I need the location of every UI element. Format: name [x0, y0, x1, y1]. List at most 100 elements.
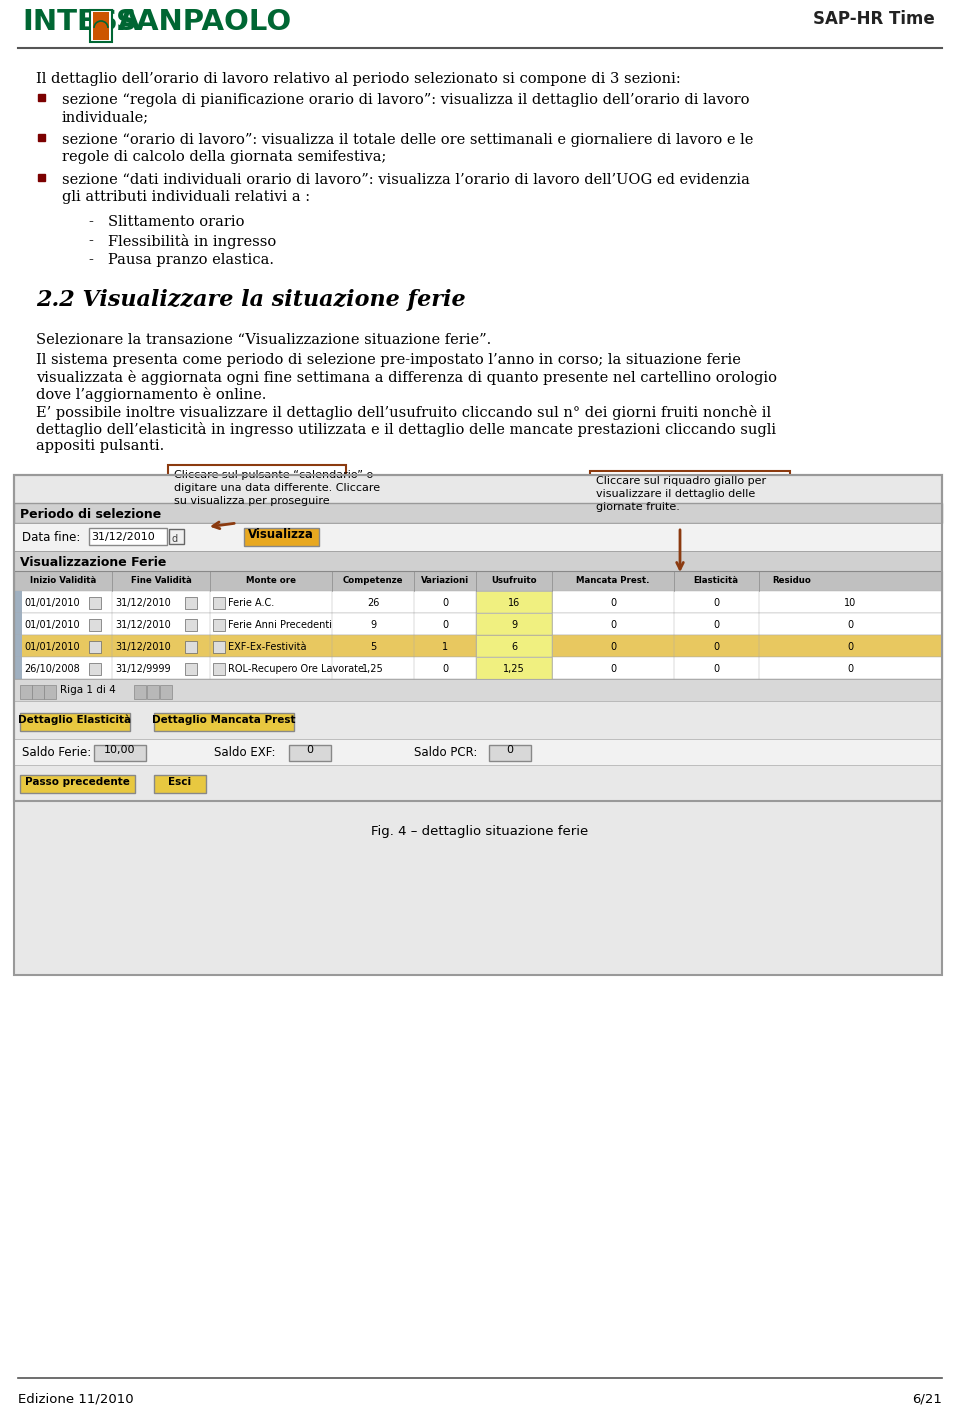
Text: Residuo: Residuo: [773, 576, 811, 585]
Text: SANPAOLO: SANPAOLO: [116, 8, 292, 37]
Bar: [244, 528, 319, 547]
Text: Ferie A.C.: Ferie A.C.: [228, 597, 275, 609]
Text: 0: 0: [610, 664, 616, 674]
Bar: [20, 713, 130, 731]
Text: 9: 9: [511, 620, 517, 630]
Text: ROL-Recupero Ore Lavorate: ROL-Recupero Ore Lavorate: [228, 664, 364, 674]
Text: Variazioni: Variazioni: [420, 576, 469, 585]
Text: -: -: [88, 216, 93, 230]
Text: 31/12/9999: 31/12/9999: [115, 664, 171, 674]
Bar: [89, 619, 101, 631]
Text: 9: 9: [370, 620, 376, 630]
Bar: [14, 475, 942, 800]
Text: 0: 0: [713, 620, 719, 630]
Bar: [14, 635, 22, 657]
Bar: [14, 475, 942, 800]
Bar: [160, 685, 172, 699]
Text: -: -: [88, 254, 93, 266]
Bar: [38, 94, 45, 101]
Bar: [14, 613, 942, 635]
Text: EXF-Ex-Festività: EXF-Ex-Festività: [228, 643, 306, 652]
Text: 0: 0: [610, 643, 616, 652]
Text: sezione “regola di pianificazione orario di lavoro”: visualizza il dettaglio del: sezione “regola di pianificazione orario…: [62, 93, 750, 107]
Bar: [14, 590, 942, 613]
Bar: [89, 641, 101, 652]
Text: Slittamento orario: Slittamento orario: [108, 216, 245, 230]
Text: 0: 0: [847, 664, 853, 674]
Text: Riga 1 di 4: Riga 1 di 4: [60, 685, 116, 695]
Text: Dettaglio Elasticità: Dettaglio Elasticità: [18, 714, 132, 726]
Text: individuale;: individuale;: [62, 110, 149, 124]
Text: 0: 0: [442, 620, 448, 630]
Text: 6: 6: [511, 643, 517, 652]
Bar: [147, 685, 159, 699]
Bar: [90, 10, 112, 42]
Text: Inizio Validità: Inizio Validità: [30, 576, 96, 585]
Bar: [213, 619, 225, 631]
Bar: [38, 173, 45, 180]
Bar: [89, 664, 101, 675]
Text: d: d: [171, 534, 178, 544]
Text: Saldo Ferie:: Saldo Ferie:: [22, 745, 91, 759]
Text: Usufruito: Usufruito: [492, 576, 537, 585]
Text: dove l’aggiornamento è online.: dove l’aggiornamento è online.: [36, 387, 266, 402]
Text: Data fine:: Data fine:: [22, 531, 81, 544]
Text: Ferie Anni Precedenti: Ferie Anni Precedenti: [228, 620, 332, 630]
Bar: [154, 713, 294, 731]
Text: Visualizzazione Ferie: Visualizzazione Ferie: [20, 557, 166, 569]
Text: Competenze: Competenze: [343, 576, 403, 585]
Bar: [14, 635, 942, 657]
Bar: [476, 590, 552, 613]
Text: 1,25: 1,25: [362, 664, 384, 674]
Text: Dettaglio Mancata Prest: Dettaglio Mancata Prest: [153, 714, 296, 726]
Bar: [476, 635, 552, 657]
Text: Mancata Prest.: Mancata Prest.: [576, 576, 650, 585]
Bar: [476, 613, 552, 635]
Text: Passo precedente: Passo precedente: [25, 776, 130, 788]
Bar: [44, 685, 56, 699]
Text: Cliccare sul riquadro giallo per
visualizzare il dettaglio delle
giornate fruite: Cliccare sul riquadro giallo per visuali…: [596, 476, 766, 513]
Text: Il dettaglio dell’orario di lavoro relativo al periodo selezionato si compone di: Il dettaglio dell’orario di lavoro relat…: [36, 72, 681, 86]
Text: -: -: [88, 234, 93, 248]
Text: 0: 0: [610, 597, 616, 609]
Bar: [185, 597, 197, 609]
Text: Saldo EXF:: Saldo EXF:: [214, 745, 276, 759]
Text: Pausa pranzo elastica.: Pausa pranzo elastica.: [108, 254, 274, 266]
Bar: [134, 685, 146, 699]
Text: 5: 5: [370, 643, 376, 652]
Bar: [20, 685, 32, 699]
Text: 01/01/2010: 01/01/2010: [24, 597, 80, 609]
Text: sezione “orario di lavoro”: visualizza il totale delle ore settimanali e giornal: sezione “orario di lavoro”: visualizza i…: [62, 132, 754, 147]
Bar: [476, 657, 552, 679]
Bar: [14, 571, 942, 679]
Bar: [14, 738, 942, 765]
Text: 31/12/2010: 31/12/2010: [115, 620, 171, 630]
Bar: [14, 523, 942, 551]
Bar: [14, 503, 942, 523]
Text: Elasticità: Elasticità: [693, 576, 738, 585]
FancyBboxPatch shape: [590, 471, 790, 527]
Bar: [489, 745, 531, 761]
Text: 31/12/2010: 31/12/2010: [115, 597, 171, 609]
Bar: [213, 664, 225, 675]
Text: Esci: Esci: [168, 776, 192, 788]
Text: Selezionare la transazione “Visualizzazione situazione ferie”.: Selezionare la transazione “Visualizzazi…: [36, 333, 492, 347]
Text: 31/12/2010: 31/12/2010: [91, 533, 155, 542]
Bar: [14, 679, 942, 702]
Bar: [20, 775, 135, 793]
Text: Periodo di selezione: Periodo di selezione: [20, 509, 161, 521]
Text: Visualizza: Visualizza: [248, 528, 314, 541]
Text: Edizione 11/2010: Edizione 11/2010: [18, 1392, 133, 1405]
Bar: [185, 619, 197, 631]
Text: visualizzata è aggiornata ogni fine settimana a differenza di quanto presente ne: visualizzata è aggiornata ogni fine sett…: [36, 371, 777, 385]
Text: appositi pulsanti.: appositi pulsanti.: [36, 440, 164, 454]
Text: Saldo PCR:: Saldo PCR:: [414, 745, 477, 759]
Text: 0: 0: [442, 597, 448, 609]
Bar: [38, 134, 45, 141]
Bar: [14, 657, 942, 679]
Text: 1,25: 1,25: [503, 664, 525, 674]
FancyBboxPatch shape: [168, 465, 346, 523]
Text: 0: 0: [507, 745, 514, 755]
Text: Flessibilità in ingresso: Flessibilità in ingresso: [108, 234, 276, 249]
Text: 0: 0: [442, 664, 448, 674]
